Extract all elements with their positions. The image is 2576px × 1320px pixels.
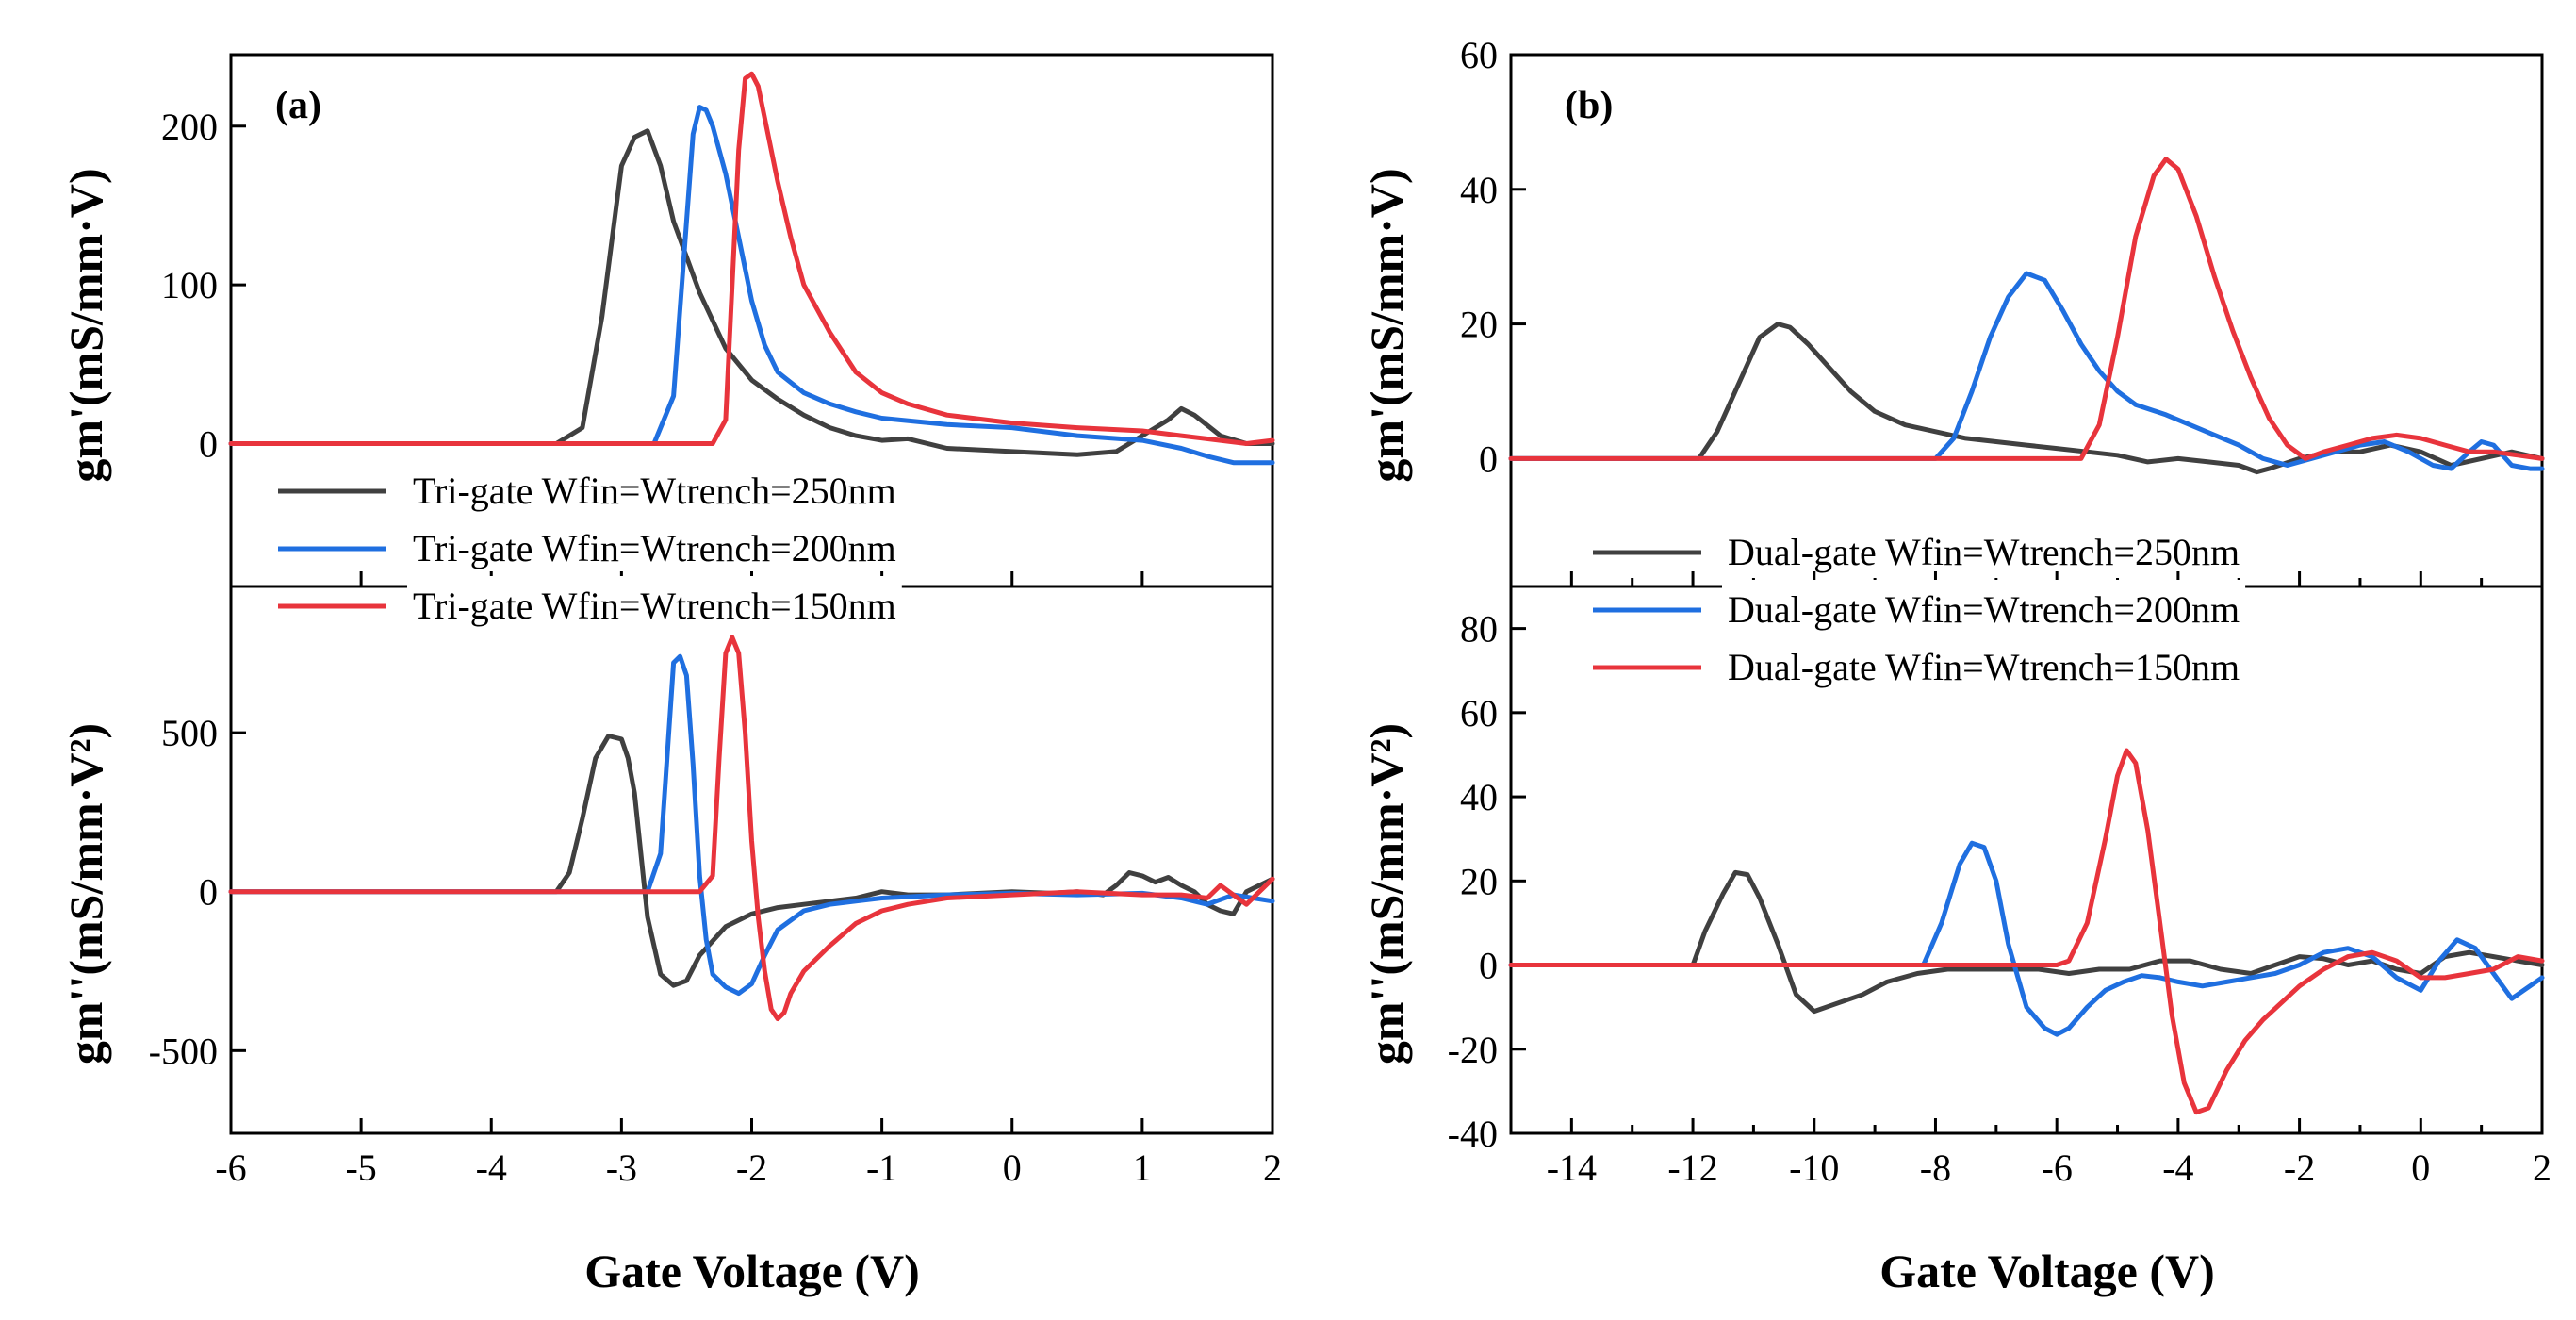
xtick-label-a: 2 [1263, 1147, 1282, 1189]
xlabel-a: Gate Voltage (V) [584, 1245, 920, 1297]
xtick-label-b: -6 [2042, 1147, 2073, 1189]
ytick-label-b-bottom: 20 [1460, 860, 1498, 902]
xtick-label-a: 0 [1003, 1147, 1022, 1189]
ytick-label-a-top: 100 [161, 264, 218, 306]
ytick-label-b-bottom: 60 [1460, 692, 1498, 734]
xtick-label-b: -2 [2284, 1147, 2315, 1189]
legend-bg-b-1 [1722, 522, 2246, 564]
legend-bg-a-2 [407, 519, 902, 560]
series-line-b-bottom-2 [1508, 840, 2545, 1037]
series-line-b-top-1 [1508, 322, 2545, 475]
legend-bg-a-1 [407, 461, 902, 503]
ylabel-a-top: gm'(mS/mm·V) [59, 168, 112, 482]
series-line-a-top-2 [228, 105, 1275, 466]
xtick-label-b: 0 [2411, 1147, 2430, 1189]
ytick-label-b-bottom: -20 [1448, 1029, 1498, 1071]
legend-label-b-1: Dual-gate Wfin=Wtrench=250nm [1728, 531, 2240, 573]
series-line-b-bottom-1 [1508, 869, 2545, 1015]
xtick-label-b: -8 [1920, 1147, 1951, 1189]
xtick-label-b: -12 [1667, 1147, 1717, 1189]
xtick-label-b: -4 [2162, 1147, 2193, 1189]
series-line-a-bottom-1 [228, 734, 1275, 988]
xlabel-b: Gate Voltage (V) [1879, 1245, 2215, 1297]
ytick-label-b-top: 40 [1460, 169, 1498, 211]
ylabel-b-bottom: gm''(mS/mm·V²) [1360, 723, 1413, 1064]
ytick-label-b-bottom: 80 [1460, 608, 1498, 651]
xtick-label-b: 2 [2533, 1147, 2551, 1189]
xtick-label-a: -5 [345, 1147, 376, 1189]
ylabel-a-bottom: gm''(mS/mm·V²) [59, 723, 112, 1064]
series-line-b-top-2 [1508, 271, 2545, 471]
ylabel-b-top: gm'(mS/mm·V) [1360, 168, 1413, 482]
series-line-a-top-1 [228, 128, 1275, 457]
xtick-label-a: -2 [736, 1147, 767, 1189]
ytick-label-a-bottom: 0 [199, 871, 218, 914]
ytick-label-b-top: 20 [1460, 304, 1498, 346]
xtick-label-a: -4 [476, 1147, 507, 1189]
ytick-label-a-bottom: 500 [161, 712, 218, 754]
ytick-label-a-bottom: -500 [149, 1030, 218, 1072]
legend-label-a-1: Tri-gate Wfin=Wtrench=250nm [413, 470, 896, 512]
panel-label-a: (a) [275, 84, 321, 127]
legend-bg-b-3 [1722, 637, 2246, 679]
ytick-label-b-bottom: 0 [1479, 945, 1498, 987]
series-line-a-bottom-3 [228, 635, 1275, 1022]
panel-label-b: (b) [1565, 84, 1613, 127]
xtick-label-a: -6 [215, 1147, 246, 1189]
legend-label-b-3: Dual-gate Wfin=Wtrench=150nm [1728, 646, 2240, 688]
xtick-label-b: -14 [1547, 1147, 1597, 1189]
legend-label-b-2: Dual-gate Wfin=Wtrench=200nm [1728, 588, 2240, 631]
series-line-b-top-3 [1508, 157, 2545, 461]
ytick-label-b-bottom: -40 [1448, 1113, 1498, 1155]
xtick-label-a: 1 [1133, 1147, 1152, 1189]
ytick-label-b-top: 60 [1460, 34, 1498, 76]
ytick-label-b-bottom: 40 [1460, 776, 1498, 818]
xtick-label-a: -3 [606, 1147, 637, 1189]
legend-bg-a-3 [407, 576, 902, 618]
ytick-label-a-top: 200 [161, 106, 218, 148]
xtick-label-a: -1 [866, 1147, 897, 1189]
ytick-label-b-top: 0 [1479, 437, 1498, 480]
series-line-b-bottom-3 [1508, 748, 2545, 1115]
ytick-label-a-top: 0 [199, 422, 218, 465]
legend-label-a-3: Tri-gate Wfin=Wtrench=150nm [413, 585, 896, 627]
legend-bg-b-2 [1722, 580, 2246, 621]
legend-label-a-2: Tri-gate Wfin=Wtrench=200nm [413, 527, 896, 569]
series-line-a-top-3 [228, 71, 1275, 446]
xtick-label-b: -10 [1789, 1147, 1839, 1189]
